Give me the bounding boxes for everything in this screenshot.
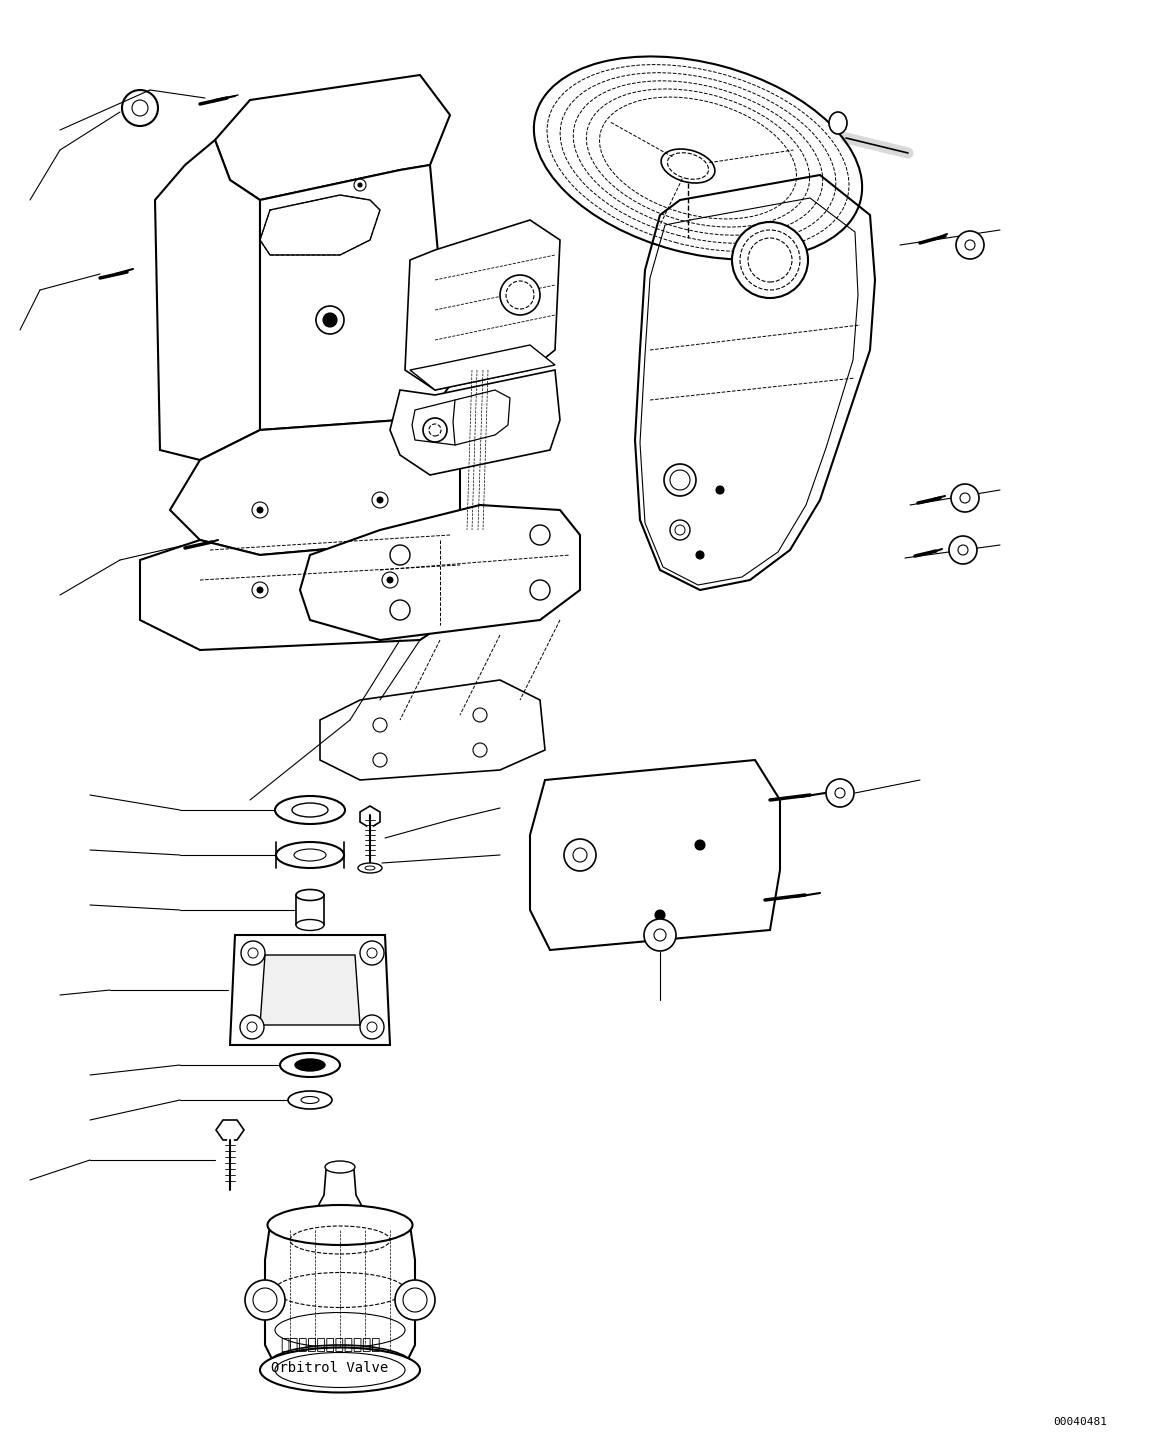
Polygon shape <box>316 1169 364 1226</box>
Polygon shape <box>412 399 480 446</box>
Polygon shape <box>230 934 390 1045</box>
Polygon shape <box>530 760 780 950</box>
Circle shape <box>241 942 265 965</box>
Polygon shape <box>454 389 511 446</box>
Ellipse shape <box>280 1053 340 1077</box>
Circle shape <box>395 1280 435 1319</box>
Polygon shape <box>300 505 580 640</box>
Ellipse shape <box>297 890 324 900</box>
Circle shape <box>695 841 705 849</box>
Circle shape <box>358 183 362 187</box>
Ellipse shape <box>324 1161 355 1172</box>
Ellipse shape <box>267 1206 413 1244</box>
Ellipse shape <box>295 1058 324 1071</box>
Circle shape <box>949 536 977 564</box>
Circle shape <box>361 942 384 965</box>
Circle shape <box>564 839 595 871</box>
Polygon shape <box>411 345 555 389</box>
Polygon shape <box>261 955 361 1025</box>
Circle shape <box>361 1015 384 1040</box>
Polygon shape <box>215 75 450 200</box>
Polygon shape <box>361 806 380 828</box>
Circle shape <box>240 1015 264 1040</box>
Ellipse shape <box>267 1345 413 1384</box>
Polygon shape <box>170 415 461 555</box>
Ellipse shape <box>261 1347 420 1393</box>
Circle shape <box>716 486 725 495</box>
Polygon shape <box>140 510 480 650</box>
Circle shape <box>257 587 263 593</box>
Circle shape <box>323 313 337 327</box>
Circle shape <box>423 418 447 443</box>
Circle shape <box>644 919 676 952</box>
Circle shape <box>826 779 854 808</box>
Circle shape <box>500 275 540 314</box>
Circle shape <box>951 485 979 512</box>
Ellipse shape <box>276 842 344 868</box>
Circle shape <box>377 497 383 503</box>
Circle shape <box>664 464 695 496</box>
Circle shape <box>956 231 984 260</box>
Circle shape <box>245 1280 285 1319</box>
Circle shape <box>257 508 263 513</box>
Ellipse shape <box>297 920 324 930</box>
Circle shape <box>387 577 393 583</box>
Circle shape <box>122 89 158 125</box>
Ellipse shape <box>274 796 345 823</box>
Ellipse shape <box>358 862 381 872</box>
Ellipse shape <box>661 149 715 183</box>
Polygon shape <box>635 174 875 590</box>
Polygon shape <box>261 164 450 430</box>
Polygon shape <box>320 681 545 780</box>
Polygon shape <box>390 371 561 474</box>
Circle shape <box>655 910 665 920</box>
Polygon shape <box>405 221 561 389</box>
Text: Orbitrol Valve: Orbitrol Valve <box>271 1361 388 1376</box>
Circle shape <box>695 551 704 559</box>
Ellipse shape <box>829 112 847 134</box>
Ellipse shape <box>288 1092 331 1109</box>
Circle shape <box>732 222 808 298</box>
Text: 00040481: 00040481 <box>1053 1417 1107 1428</box>
Polygon shape <box>155 140 261 460</box>
Polygon shape <box>216 1120 244 1141</box>
Circle shape <box>316 306 344 335</box>
Text: オービットロールバルブ: オービットロールバルブ <box>280 1338 380 1353</box>
Polygon shape <box>265 1226 415 1366</box>
